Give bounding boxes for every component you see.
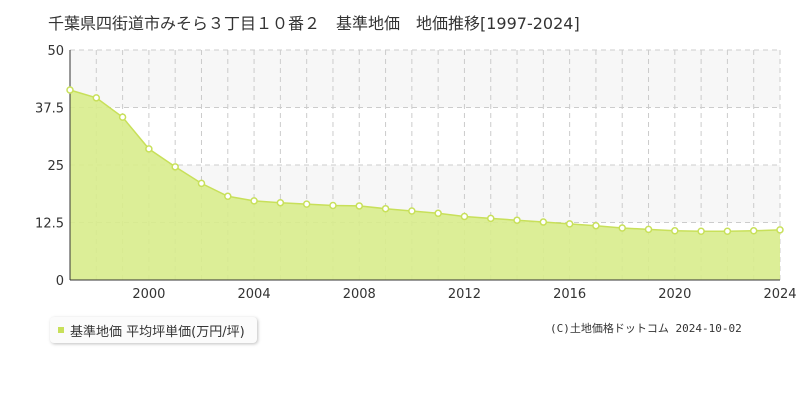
y-tick-label: 0	[56, 274, 64, 289]
series-area	[70, 90, 780, 280]
data-point	[565, 220, 574, 228]
x-tick-label: 2012	[448, 287, 481, 302]
x-tick-label: 2016	[553, 287, 586, 302]
legend: 基準地価 平均坪単価(万円/坪)	[50, 317, 257, 343]
data-point	[381, 204, 390, 213]
x-tick-label: 2008	[343, 287, 376, 302]
data-point	[408, 207, 416, 215]
credit-text: (C)土地価格ドットコム 2024-10-02	[550, 322, 742, 335]
data-point	[723, 227, 732, 235]
data-point	[302, 200, 311, 208]
data-point	[618, 224, 626, 232]
y-tick-label: 50	[47, 44, 64, 59]
y-tick-label: 25	[47, 159, 64, 174]
data-point	[329, 201, 337, 210]
data-point	[250, 197, 258, 205]
data-point	[776, 226, 784, 234]
y-tick-label: 12.5	[35, 217, 64, 232]
data-point	[197, 179, 206, 188]
data-point	[644, 225, 653, 234]
data-point	[671, 227, 679, 235]
chart-title: 千葉県四街道市みそら３丁目１０番２ 基準地価 地価推移[1997-2024]	[48, 14, 580, 33]
legend-label: 基準地価 平均坪単価(万円/坪)	[70, 324, 245, 340]
data-point	[460, 212, 469, 221]
legend-swatch	[58, 327, 64, 333]
data-point	[513, 216, 521, 224]
x-tick-label: 2020	[658, 287, 691, 302]
y-tick-label: 37.5	[35, 102, 64, 117]
data-point	[276, 198, 285, 207]
data-point	[118, 113, 127, 121]
x-tick-label: 2024	[763, 287, 796, 302]
data-point	[224, 192, 232, 201]
data-point	[749, 227, 758, 235]
data-point	[355, 202, 364, 210]
data-point	[145, 145, 153, 153]
x-tick-label: 2004	[238, 287, 271, 302]
data-point	[697, 227, 705, 235]
data-point	[92, 94, 101, 102]
grid-band	[70, 50, 780, 108]
x-tick-label: 2000	[132, 287, 165, 302]
data-point	[66, 86, 74, 94]
data-point	[539, 218, 548, 226]
series-line	[69, 89, 781, 232]
data-point	[171, 163, 179, 171]
data-point	[592, 221, 600, 230]
data-point	[486, 214, 495, 223]
data-point	[434, 209, 442, 218]
